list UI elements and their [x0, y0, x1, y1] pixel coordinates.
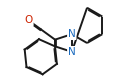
Text: N: N [68, 47, 76, 57]
Text: N: N [68, 29, 76, 39]
Text: O: O [25, 15, 33, 26]
